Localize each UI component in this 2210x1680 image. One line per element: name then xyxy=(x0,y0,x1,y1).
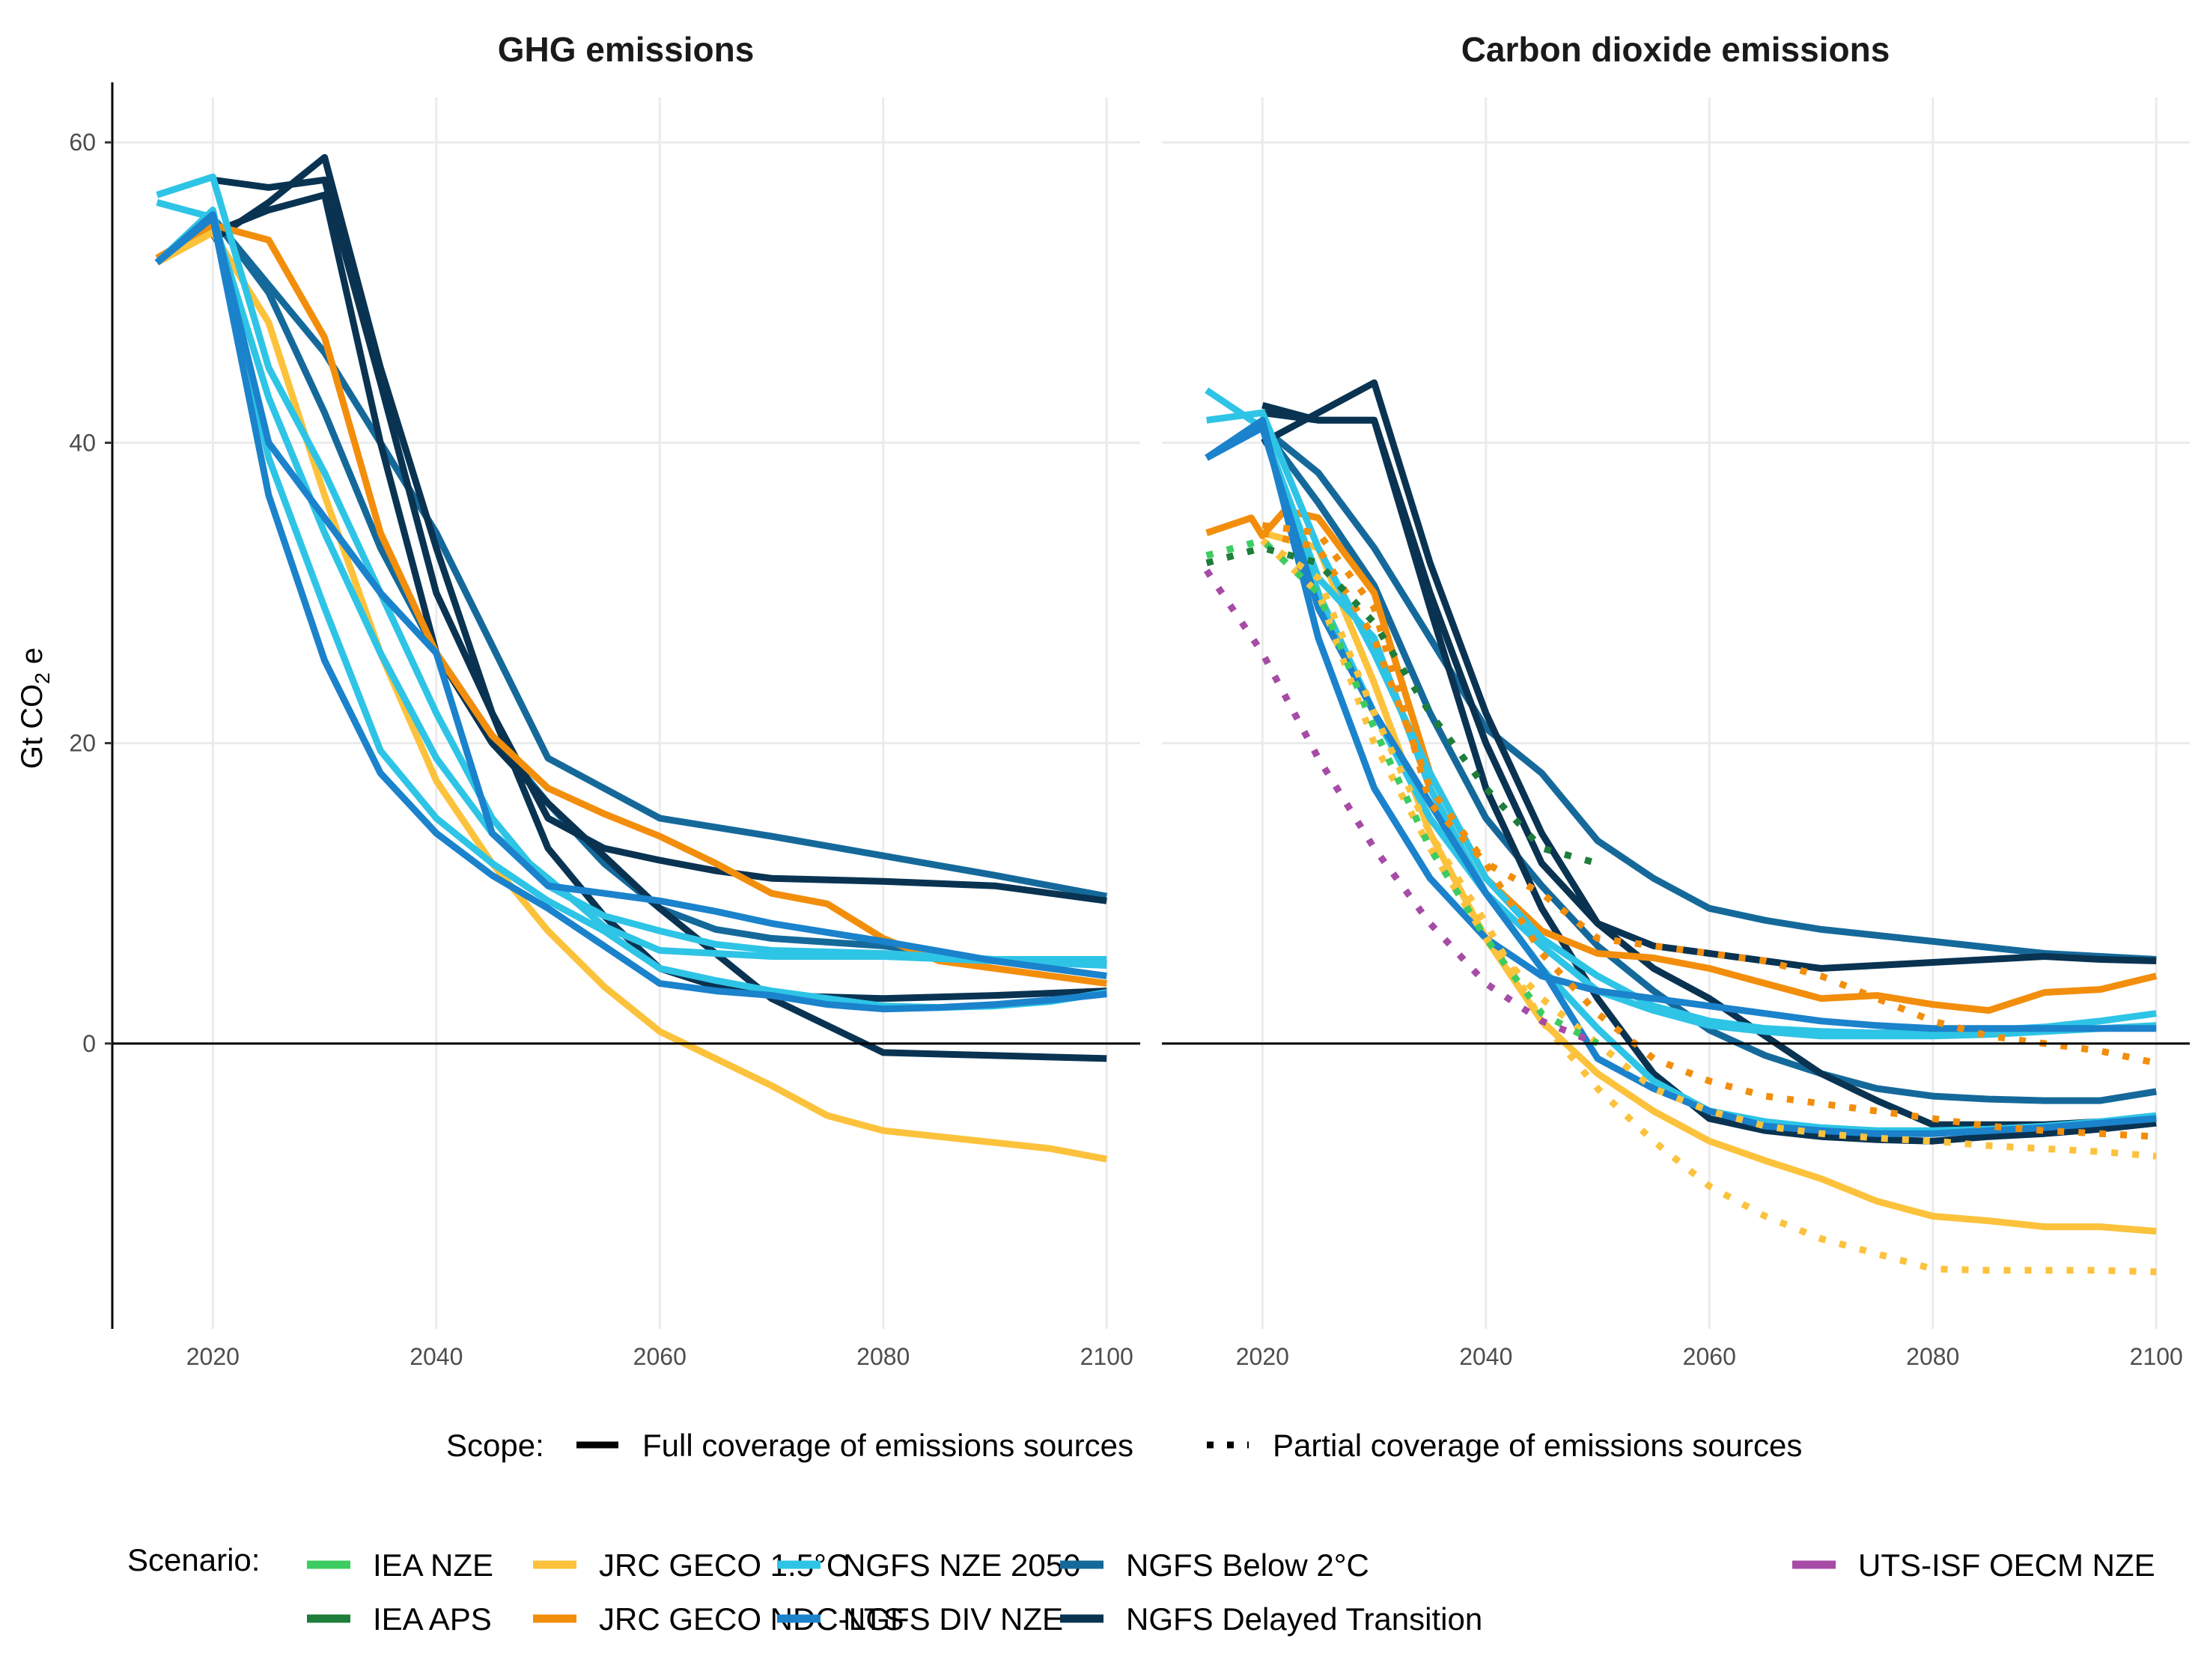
co2-grid xyxy=(1162,97,2190,1329)
co2-series-line-7 xyxy=(1261,529,2157,1140)
ghg-series-group xyxy=(154,153,1108,1163)
co2-series-line-10 xyxy=(1260,538,2157,1160)
ghg-x-tick-label-2060: 2060 xyxy=(633,1343,687,1370)
co2-x-tick-label-2080: 2080 xyxy=(1906,1343,1959,1370)
co2-series-line-0 xyxy=(1260,424,2157,963)
co2-panel-title: Carbon dioxide emissions xyxy=(1461,30,1890,69)
ghg-panel: GHG emissions 2020 2040 2060 2080 2100020406… xyxy=(69,30,1140,1370)
y-axis-title-subscript: 2 xyxy=(31,672,54,684)
ghg-x-tick-label-2040: 2040 xyxy=(410,1343,463,1370)
ghg-panel-title: GHG emissions xyxy=(498,30,755,69)
co2-x-tick-label-2040: 2040 xyxy=(1459,1343,1512,1370)
co2-x-tick-label-2020: 2020 xyxy=(1236,1343,1289,1370)
y-axis-title: Gt CO2 e xyxy=(16,648,54,769)
ghg-series-line-4 xyxy=(210,153,1107,1002)
y-axis-title-text: Gt CO xyxy=(16,684,49,769)
scenario-legend-label-4: NGFS NZE 2050 xyxy=(843,1547,1080,1583)
scenario-legend-label-0: IEA NZE xyxy=(373,1547,493,1583)
co2-series-line-9 xyxy=(1260,538,2157,1276)
co2-series-group xyxy=(1203,379,2158,1276)
scope-legend: Scope: Full coverage of emissions source… xyxy=(446,1428,1802,1463)
co2-axes: 2020 2040 2060 2080 2100 xyxy=(1162,1042,2190,1370)
y-tick-label-40: 40 xyxy=(69,429,96,456)
scenario-legend-label-1: IEA APS xyxy=(373,1601,492,1637)
scenario-legend-label-8: UTS-ISF OECM NZE xyxy=(1858,1547,2155,1583)
scenario-legend-label-7: NGFS Delayed Transition xyxy=(1126,1601,1482,1637)
ghg-series-line-10 xyxy=(154,211,1107,980)
co2-x-tick-label-2100: 2100 xyxy=(2130,1343,2183,1370)
scope-legend-full-label: Full coverage of emissions sources xyxy=(642,1428,1133,1463)
co2-series-line-12 xyxy=(1205,544,1599,867)
ghg-series-line-11 xyxy=(154,214,1107,1013)
ghg-x-tick-label-2080: 2080 xyxy=(856,1343,910,1370)
scenario-legend-label-6: NGFS Below 2°C xyxy=(1126,1547,1369,1583)
scenario-legend-label-3: JRC GECO NDC-LTS xyxy=(599,1601,904,1637)
ghg-x-tick-label-2020: 2020 xyxy=(186,1343,240,1370)
co2-x-tick-label-2060: 2060 xyxy=(1683,1343,1736,1370)
svg-text:Gt CO2 e: Gt CO2 e xyxy=(16,648,54,769)
scope-legend-partial-label: Partial coverage of emissions sources xyxy=(1273,1428,1802,1463)
co2-series-line-5 xyxy=(1205,507,2158,1014)
ghg-x-tick-label-2100: 2100 xyxy=(1080,1343,1133,1370)
ghg-series-line-8 xyxy=(156,199,1107,969)
co2-series-line-17 xyxy=(1205,416,2157,1032)
y-tick-label-20: 20 xyxy=(69,730,96,757)
co2-series-line-3 xyxy=(1261,379,2157,1128)
co2-series-line-1 xyxy=(1259,425,2157,1104)
y-axis-title-unit: e xyxy=(16,648,49,672)
y-tick-label-0: 0 xyxy=(82,1030,96,1057)
scenario-legend-label-5: NGFS DIV NZE xyxy=(843,1601,1063,1637)
y-tick-label-60: 60 xyxy=(69,129,96,156)
ghg-series-line-6 xyxy=(155,229,1108,1163)
co2-panel: Carbon dioxide emissions 2020 2040 2060 208… xyxy=(1162,30,2190,1370)
ghg-series-line-0 xyxy=(210,215,1108,900)
co2-series-line-4 xyxy=(1261,409,2157,1145)
scenario-legend-title: Scenario: xyxy=(127,1542,260,1577)
scope-legend-title: Scope: xyxy=(446,1428,544,1463)
